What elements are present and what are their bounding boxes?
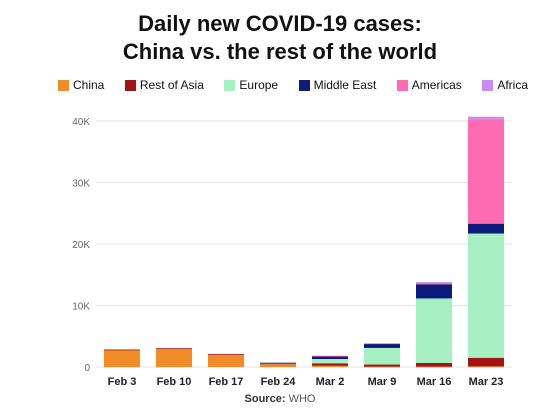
x-tick-label: Mar 2: [316, 376, 345, 388]
bar-middle-east-3: [260, 362, 296, 364]
bar-americas-5: [364, 343, 400, 345]
bar-rest-of-asia-4: [312, 363, 348, 366]
x-tick-label: Feb 24: [261, 376, 297, 388]
y-tick-label: 0: [84, 363, 90, 374]
x-tick-label: Feb 10: [157, 376, 192, 388]
chart-legend: China Rest of Asia Europe Middle East Americ…: [58, 78, 528, 92]
bar-middle-east-6: [416, 284, 452, 299]
legend-item-americas: Americas: [396, 78, 462, 92]
legend-label: China: [73, 78, 105, 92]
source-label: Source:: [244, 393, 286, 405]
bar-rest-of-asia-5: [364, 364, 400, 367]
legend-item-rest-of-asia: Rest of Asia: [124, 78, 204, 92]
legend-label: Europe: [239, 78, 279, 92]
bar-china-7: [468, 366, 504, 368]
x-tick-label: Feb 3: [108, 376, 137, 388]
bar-china-0: [104, 349, 140, 367]
bar-europe-7: [468, 233, 504, 358]
chart-title: Daily new COVID-19 cases: China vs. the …: [0, 10, 560, 66]
legend-swatch: [124, 79, 136, 91]
bar-china-3: [260, 364, 296, 367]
bar-europe-4: [312, 359, 348, 364]
bar-rest-of-asia-1: [156, 348, 192, 350]
legend-label: Africa: [497, 78, 528, 92]
bar-rest-of-asia-7: [468, 357, 504, 367]
bar-china-4: [312, 365, 348, 367]
legend-label: Rest of Asia: [139, 78, 204, 92]
bar-rest-of-asia-6: [416, 363, 452, 367]
x-tick-label: Mar 23: [469, 376, 504, 388]
bar-china-1: [156, 348, 192, 367]
bar-americas-6: [416, 282, 452, 285]
chart-title-line1: Daily new COVID-19 cases:: [138, 11, 422, 36]
bar-africa-6: [416, 282, 452, 283]
legend-item-europe: Europe: [224, 78, 278, 92]
bar-europe-6: [416, 298, 452, 364]
source-value: WHO: [288, 393, 316, 405]
bar-americas-4: [312, 355, 348, 357]
legend-swatch: [482, 79, 494, 91]
bar-rest-of-asia-0: [104, 349, 140, 351]
y-tick-label: 30K: [72, 179, 90, 190]
legend-label: Americas: [411, 78, 462, 92]
y-tick-label: 40K: [72, 117, 90, 128]
legend-swatch: [224, 79, 236, 91]
y-tick-label: 10K: [72, 302, 90, 313]
legend-swatch: [298, 79, 310, 91]
legend-item-middle-east: Middle East: [298, 78, 377, 92]
bar-europe-5: [364, 347, 400, 365]
bar-china-5: [364, 366, 400, 368]
chart-title-line2: China vs. the rest of the world: [122, 39, 438, 64]
legend-swatch: [396, 79, 408, 91]
legend-item-china: China: [58, 78, 104, 92]
bar-rest-of-asia-2: [208, 354, 244, 355]
legend-item-africa: Africa: [482, 78, 528, 92]
y-tick-label: 20K: [72, 240, 90, 251]
x-tick-label: Feb 17: [209, 376, 244, 388]
bar-china-6: [416, 366, 452, 368]
legend-label: Middle East: [313, 78, 377, 92]
bar-middle-east-4: [312, 355, 348, 360]
bar-middle-east-5: [364, 343, 400, 348]
bar-africa-7: [468, 116, 504, 120]
bar-middle-east-7: [468, 223, 504, 234]
x-tick-label: Mar 16: [417, 376, 452, 388]
bar-americas-7: [468, 119, 504, 224]
source-note: Source: WHO: [0, 393, 560, 405]
legend-swatch: [58, 79, 69, 91]
x-tick-label: Mar 9: [368, 376, 397, 388]
bar-china-2: [208, 354, 244, 367]
